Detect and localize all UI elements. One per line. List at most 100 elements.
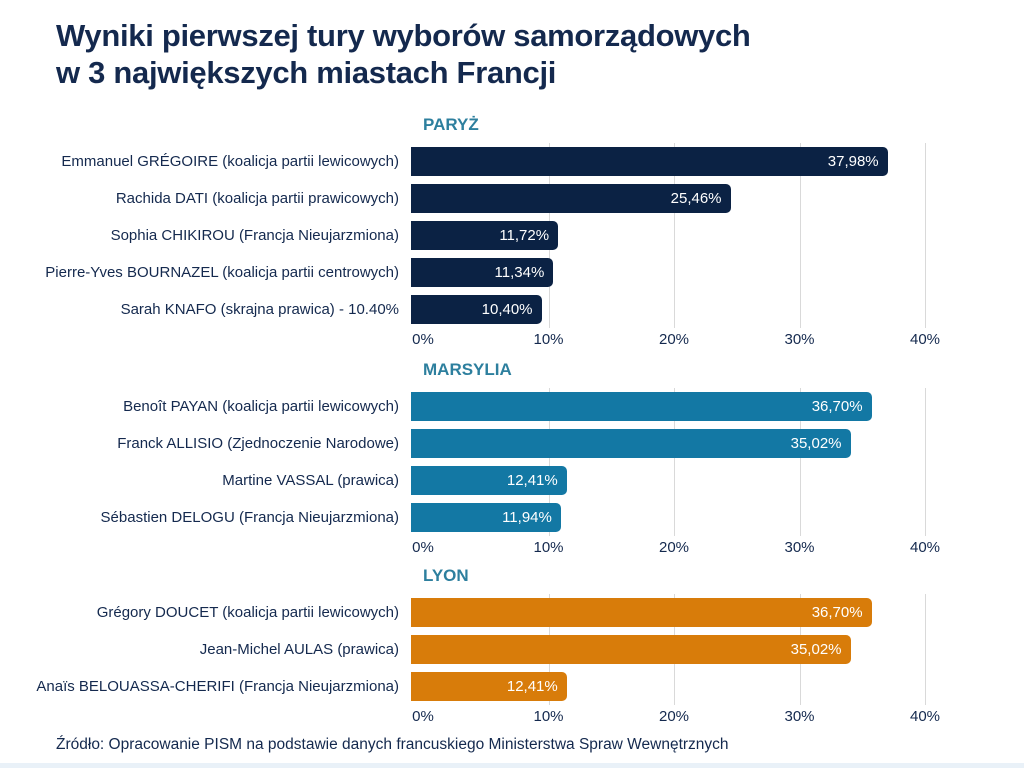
bar: 12,41% (411, 466, 567, 495)
candidate-label: Franck ALLISIO (Zjednoczenie Narodowe) (117, 435, 399, 452)
bar: 11,94% (411, 503, 561, 532)
bar: 12,41% (411, 672, 567, 701)
section-title: LYON (423, 566, 469, 585)
candidate-label: Emmanuel GRÉGOIRE (koalicja partii lewic… (61, 153, 399, 170)
axis-tick-label: 40% (909, 539, 941, 556)
bar: 10,40% (411, 295, 542, 324)
chart-row: Martine VASSAL (prawica) 12,41% (0, 462, 1024, 499)
axis-tick-label: 30% (784, 539, 815, 556)
chart-row: Pierre-Yves BOURNAZEL (koalicja partii c… (0, 254, 1024, 291)
axis-tick-label: 0% (412, 708, 434, 725)
grid-layer (423, 388, 926, 536)
candidate-label: Sébastien DELOGU (Francja Nieujarzmiona) (100, 509, 399, 526)
gridline (674, 388, 675, 536)
axis-tick-label: 0% (412, 331, 434, 348)
page-title: Wyniki pierwszej tury wyborów samorządow… (56, 18, 751, 91)
chart-body: Benoît PAYAN (koalicja partii lewicowych… (0, 388, 1024, 536)
gridline (925, 143, 926, 328)
bar-track: 12,41% (411, 672, 913, 701)
axis-tick-label: 0% (412, 539, 434, 556)
bar-value-label: 35,02% (790, 641, 842, 658)
bar: 25,46% (411, 184, 731, 213)
axis-tick-label: 10% (533, 331, 564, 348)
bar-value-label: 11,94% (502, 509, 552, 526)
source-note: Źródło: Opracowanie PISM na podstawie da… (56, 736, 729, 753)
bar: 36,70% (411, 598, 872, 627)
gridline (548, 388, 550, 536)
bar-value-label: 37,98% (827, 153, 879, 170)
bar-value-label: 25,46% (670, 190, 722, 207)
x-axis: 0% 10% 20% 30% 40% (412, 708, 940, 730)
bar-track: 10,40% (411, 295, 913, 324)
candidate-label: Rachida DATI (koalicja partii prawicowyc… (115, 190, 399, 207)
chart-row: Grégory DOUCET (koalicja partii lewicowy… (0, 594, 1024, 631)
axis-tick-label: 20% (658, 539, 690, 556)
chart-row: Sarah KNAFO (skrajna prawica) - 10.40% 10… (0, 291, 1024, 328)
bar: 35,02% (411, 635, 851, 664)
bar-track: 35,02% (411, 635, 913, 664)
bar-value-label: 35,02% (790, 435, 842, 452)
bar: 36,70% (411, 392, 872, 421)
chart-row: Benoît PAYAN (koalicja partii lewicowych… (0, 388, 1024, 425)
gridline (925, 594, 926, 705)
bar-track: 11,72% (411, 221, 913, 250)
bar-track: 35,02% (411, 429, 913, 458)
bar-track: 25,46% (411, 184, 913, 213)
candidate-label: Benoît PAYAN (koalicja partii lewicowych… (123, 398, 399, 415)
chart-row: Jean-Michel AULAS (prawica) 35,02% (0, 631, 1024, 668)
bar: 11,72% (411, 221, 559, 250)
bar-track: 11,34% (411, 258, 913, 287)
page-title-line1: Wyniki pierwszej tury wyborów samorządow… (56, 18, 751, 53)
bar-value-label: 12,41% (506, 678, 558, 695)
candidate-label: Anaïs BELOUASSA-CHERIFI (Francja Nieujar… (36, 678, 399, 695)
candidate-label: Pierre-Yves BOURNAZEL (koalicja partii c… (45, 264, 399, 281)
chart-row: Rachida DATI (koalicja partii prawicowyc… (0, 180, 1024, 217)
section-title: PARYŻ (423, 115, 479, 134)
chart-row: Sophia CHIKIROU (Francja Nieujarzmiona) 1… (0, 217, 1024, 254)
axis-tick-label: 10% (533, 708, 564, 725)
bottom-accent-strip (0, 763, 1024, 768)
bar-track: 11,94% (411, 503, 913, 532)
bar-value-label: 36,70% (811, 398, 863, 415)
bar-value-label: 36,70% (811, 604, 863, 621)
candidate-label: Sophia CHIKIROU (Francja Nieujarzmiona) (110, 227, 399, 244)
chart-body: Emmanuel GRÉGOIRE (koalicja partii lewic… (0, 143, 1024, 328)
axis-tick-label: 40% (909, 708, 941, 725)
bar-track: 36,70% (411, 598, 913, 627)
page-title-line2: w 3 największych miastach Francji (56, 54, 557, 90)
candidate-label: Martine VASSAL (prawica) (222, 472, 399, 489)
candidate-label: Grégory DOUCET (koalicja partii lewicowy… (96, 604, 399, 621)
chart-row: Anaïs BELOUASSA-CHERIFI (Francja Nieujar… (0, 668, 1024, 705)
chart-row: Sébastien DELOGU (Francja Nieujarzmiona)… (0, 499, 1024, 536)
axis-tick-label: 10% (533, 539, 564, 556)
bar-value-label: 11,34% (494, 264, 545, 281)
bar-value-label: 11,72% (499, 227, 550, 244)
bar: 35,02% (411, 429, 851, 458)
candidate-label: Jean-Michel AULAS (prawica) (199, 641, 399, 658)
x-axis: 0% 10% 20% 30% 40% (412, 331, 940, 353)
chart-row: Emmanuel GRÉGOIRE (koalicja partii lewic… (0, 143, 1024, 180)
axis-tick-label: 20% (658, 331, 690, 348)
bar-track: 12,41% (411, 466, 913, 495)
x-axis: 0% 10% 20% 30% 40% (412, 539, 940, 561)
gridline (925, 388, 926, 536)
axis-tick-label: 40% (909, 331, 941, 348)
bar-value-label: 10,40% (481, 301, 533, 318)
axis-tick-label: 30% (784, 331, 815, 348)
gridline (799, 388, 801, 536)
axis-tick-label: 20% (658, 708, 690, 725)
candidate-label: Sarah KNAFO (skrajna prawica) - 10.40% (120, 301, 399, 318)
axis-tick-label: 30% (784, 708, 815, 725)
chart-row: Franck ALLISIO (Zjednoczenie Narodowe) 35… (0, 425, 1024, 462)
section-title: MARSYLIA (423, 360, 512, 379)
bar: 11,34% (411, 258, 554, 287)
bar-track: 37,98% (411, 147, 913, 176)
bar: 37,98% (411, 147, 888, 176)
chart-section-marsylia: MARSYLIA Benoît PAYAN (koalicja partii l… (0, 358, 1024, 561)
chart-section-paryz: PARYŻ Emmanuel GRÉGOIRE (koalicja partii… (0, 113, 1024, 353)
chart-section-lyon: LYON Grégory DOUCET (koalicja partii lew… (0, 564, 1024, 730)
gridline (799, 143, 801, 328)
chart-body: Grégory DOUCET (koalicja partii lewicowy… (0, 594, 1024, 705)
gridline (674, 143, 675, 328)
